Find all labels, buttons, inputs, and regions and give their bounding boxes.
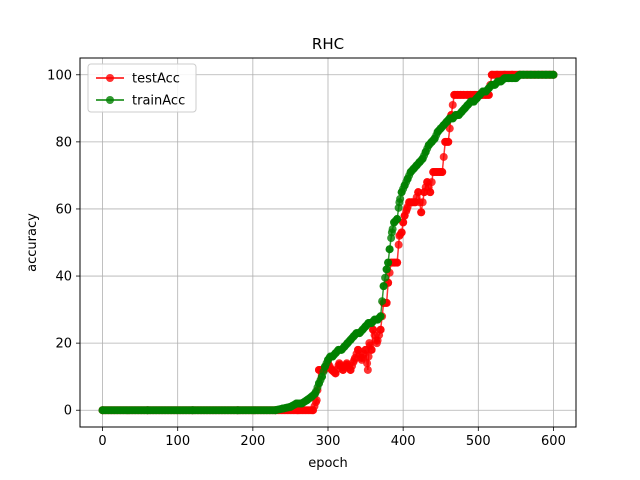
data-point xyxy=(320,362,329,371)
x-axis-label: epoch xyxy=(308,456,348,471)
data-point xyxy=(331,369,340,378)
data-point xyxy=(286,402,295,411)
chart-title: RHC xyxy=(312,35,344,53)
data-point xyxy=(393,258,402,267)
x-tick-label: 0 xyxy=(98,434,106,449)
data-point xyxy=(233,406,242,415)
data-point xyxy=(395,198,404,207)
data-point xyxy=(339,365,348,374)
data-point xyxy=(526,70,535,79)
data-point xyxy=(418,154,427,163)
data-point xyxy=(342,359,351,368)
legend-label: testAcc xyxy=(132,72,180,87)
data-point xyxy=(411,198,420,207)
data-point xyxy=(363,365,372,374)
data-point xyxy=(541,70,550,79)
data-point xyxy=(418,198,427,207)
data-point xyxy=(403,174,412,183)
data-point xyxy=(379,282,388,291)
y-tick-label: 60 xyxy=(55,202,72,217)
y-tick-label: 100 xyxy=(47,68,72,83)
data-point xyxy=(400,211,409,220)
data-point xyxy=(397,188,406,197)
data-point xyxy=(308,406,317,415)
data-point xyxy=(278,404,287,413)
data-point xyxy=(350,355,359,364)
data-point xyxy=(357,355,366,364)
x-tick-label: 200 xyxy=(240,434,265,449)
legend-marker xyxy=(106,74,114,82)
data-point xyxy=(143,406,152,415)
legend-label: trainAcc xyxy=(132,94,185,109)
data-point xyxy=(414,188,423,197)
data-point xyxy=(314,379,323,388)
data-point xyxy=(361,345,370,354)
data-point xyxy=(534,70,543,79)
data-point xyxy=(394,240,403,249)
data-point xyxy=(382,265,391,274)
data-point xyxy=(335,359,344,368)
data-point xyxy=(98,406,107,415)
data-point xyxy=(188,406,197,415)
data-point xyxy=(402,204,411,213)
data-point xyxy=(271,406,280,415)
x-tick-label: 300 xyxy=(316,434,341,449)
data-point xyxy=(381,273,390,282)
y-tick-label: 20 xyxy=(55,337,72,352)
ticks: 0 100 200 300 400 500 600 0 20 40 60 80 100 xyxy=(47,68,566,449)
y-tick-label: 0 xyxy=(64,404,72,419)
data-point xyxy=(317,372,326,381)
data-point xyxy=(444,137,453,146)
y-axis-label: accuracy xyxy=(25,213,40,272)
data-point xyxy=(417,208,426,217)
data-point xyxy=(365,339,374,348)
data-point xyxy=(438,168,447,177)
data-point xyxy=(393,215,402,224)
data-point xyxy=(423,178,432,187)
data-point xyxy=(369,325,378,334)
data-point xyxy=(364,352,373,361)
data-point xyxy=(372,339,381,348)
data-point xyxy=(354,345,363,354)
data-point xyxy=(400,181,409,190)
x-tick-label: 100 xyxy=(165,434,190,449)
data-point xyxy=(519,70,528,79)
data-point xyxy=(493,70,502,79)
data-point xyxy=(430,134,439,143)
x-tick-label: 600 xyxy=(541,434,566,449)
legend-marker xyxy=(106,96,114,104)
data-point xyxy=(397,228,406,237)
data-point xyxy=(311,389,320,398)
data-point xyxy=(399,218,408,227)
data-point xyxy=(376,325,385,334)
data-point xyxy=(421,147,430,156)
data-point xyxy=(367,345,376,354)
data-point xyxy=(378,297,387,306)
data-point xyxy=(448,100,457,109)
data-point xyxy=(346,365,355,374)
y-tick-label: 80 xyxy=(55,135,72,150)
data-point xyxy=(385,245,394,254)
data-point xyxy=(384,258,393,267)
legend: testAcc trainAcc xyxy=(87,63,197,113)
x-tick-label: 400 xyxy=(391,434,416,449)
y-tick-label: 40 xyxy=(55,270,72,285)
data-point xyxy=(387,228,396,237)
data-point xyxy=(376,312,385,321)
series-trainAcc xyxy=(98,70,558,415)
series-layer xyxy=(98,70,558,415)
x-tick-label: 500 xyxy=(466,434,491,449)
data-point xyxy=(439,152,448,161)
data-point xyxy=(549,70,558,79)
data-point xyxy=(420,188,429,197)
data-point xyxy=(426,188,435,197)
